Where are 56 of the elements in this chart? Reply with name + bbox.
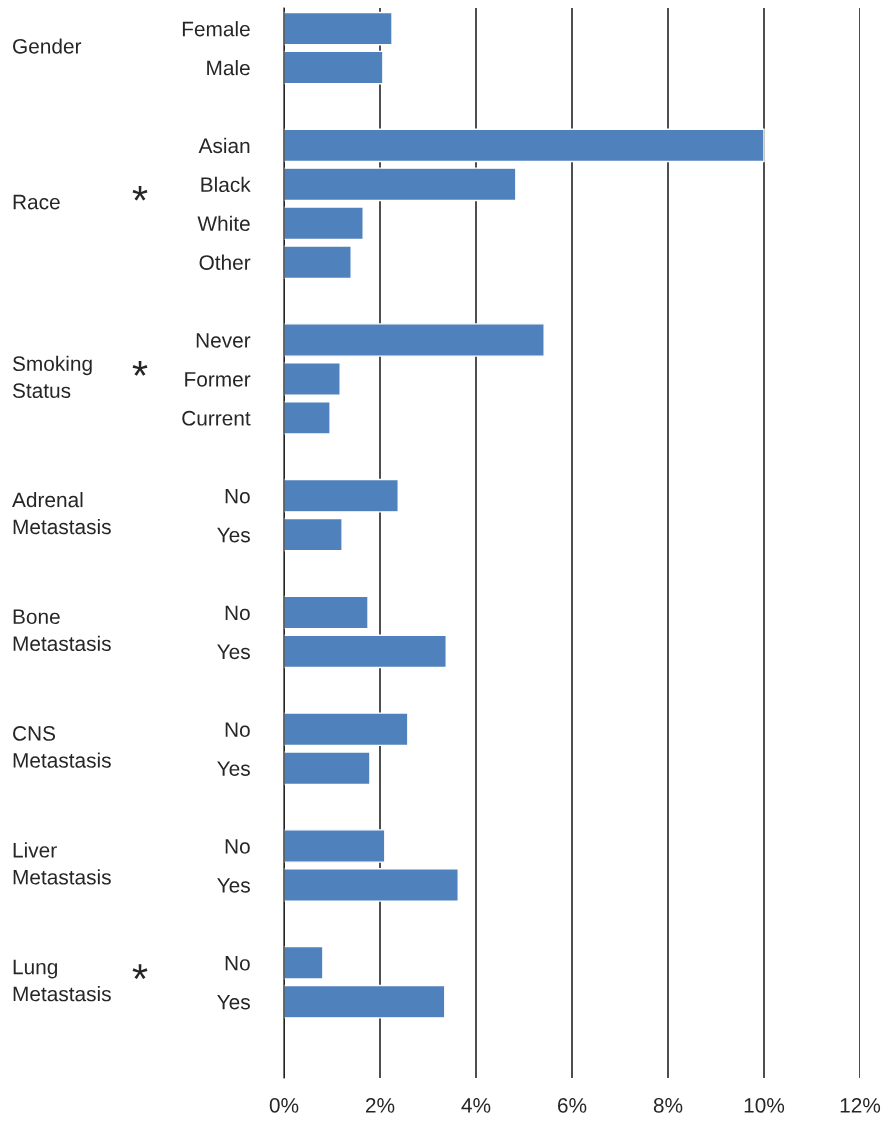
bar [284, 362, 341, 396]
bar [284, 50, 384, 85]
y-tick-label: Female [182, 21, 250, 37]
x-tick-label: 10% [744, 1097, 785, 1113]
text: * [132, 185, 148, 201]
text: Adrenal Metastasis [12, 491, 111, 535]
y-tick-label: No [225, 488, 250, 504]
bar [284, 984, 446, 1019]
x-tick-label: 6% [558, 1097, 587, 1113]
bar [284, 128, 765, 163]
y-tick-label: Yes [217, 878, 250, 893]
y-tick-label: White [197, 215, 250, 231]
bar [284, 595, 369, 630]
y-tick-label: No [225, 956, 250, 971]
y-tick-label: Yes [217, 994, 250, 1010]
y-tick-label: Yes [217, 527, 250, 543]
x-tick-label: 2% [365, 1097, 395, 1113]
y-tick-label: Current [182, 410, 251, 426]
bar [284, 245, 352, 280]
text: Smoking Status [12, 355, 92, 399]
bar [284, 634, 447, 669]
text: Gender [13, 38, 82, 54]
y-tick-label: No [225, 605, 250, 621]
text: * [132, 361, 148, 376]
bar [284, 11, 393, 46]
y-tick-label: Yes [217, 644, 250, 660]
y-tick-label: No [225, 839, 250, 854]
text: CNS Metastasis [13, 726, 111, 768]
bar [284, 167, 517, 202]
bar [284, 478, 399, 513]
text: Race [13, 194, 60, 210]
y-tick-label: Asian [198, 137, 250, 154]
x-tick-label: 4% [461, 1098, 491, 1113]
text: Lung Metastasis [13, 959, 111, 1002]
y-tick-label: Former [185, 372, 251, 387]
bar [284, 751, 371, 786]
bar [284, 945, 324, 980]
y-tick-label: Yes [217, 761, 250, 776]
bar [284, 517, 343, 552]
text: Bone Metastasis [13, 609, 111, 652]
x-tick-label: 12% [840, 1097, 881, 1113]
text: Liver Metastasis [13, 842, 111, 885]
bar [284, 829, 386, 863]
x-tick-label: 8% [653, 1097, 683, 1113]
bar [284, 868, 459, 902]
bar [284, 712, 409, 747]
y-tick-label: Black [201, 176, 251, 193]
y-tick-label: Never [196, 333, 251, 348]
bar [284, 323, 545, 357]
y-tick-label: Male [207, 60, 250, 76]
y-tick-label: Other [199, 254, 251, 270]
bar [284, 206, 364, 241]
bar [284, 401, 331, 435]
y-tick-label: No [225, 722, 250, 737]
text: * [132, 964, 148, 979]
x-tick-label: 0% [269, 1097, 299, 1113]
